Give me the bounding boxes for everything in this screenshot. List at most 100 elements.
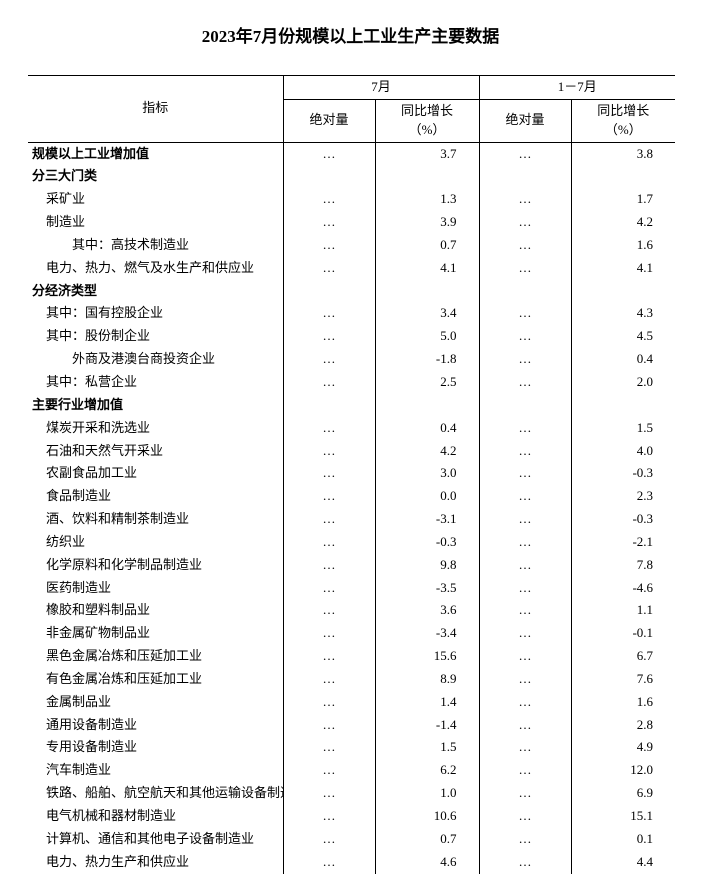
cell-jj-abs: … [479, 348, 571, 371]
row-label: 计算机、通信和其他电子设备制造业 [28, 828, 283, 851]
row-label: 橡胶和塑料制品业 [28, 599, 283, 622]
cell-jj-yoy: 7.8 [571, 554, 675, 577]
table-row: 医药制造业…-3.5…-4.6 [28, 577, 675, 600]
table-row: 通用设备制造业…-1.4…2.8 [28, 714, 675, 737]
cell-jul-abs: … [283, 554, 375, 577]
table-row: 其中：高技术制造业…0.7…1.6 [28, 234, 675, 257]
hdr-jul-yoy: 同比增长（%） [375, 99, 479, 142]
cell-jj-abs: … [479, 234, 571, 257]
cell-jj-yoy: 4.1 [571, 257, 675, 280]
row-label: 黑色金属冶炼和压延加工业 [28, 645, 283, 668]
cell-jul-yoy [375, 394, 479, 417]
table-row: 黑色金属冶炼和压延加工业…15.6…6.7 [28, 645, 675, 668]
cell-jul-yoy: 1.4 [375, 691, 479, 714]
cell-jul-abs: … [283, 736, 375, 759]
cell-jj-yoy [571, 280, 675, 303]
table-row: 铁路、船舶、航空航天和其他运输设备制造业…1.0…6.9 [28, 782, 675, 805]
table-row: 橡胶和塑料制品业…3.6…1.1 [28, 599, 675, 622]
cell-jul-yoy: 10.6 [375, 805, 479, 828]
cell-jj-yoy: 0.1 [571, 828, 675, 851]
table-row: 酒、饮料和精制茶制造业…-3.1…-0.3 [28, 508, 675, 531]
cell-jj-yoy: 4.2 [571, 211, 675, 234]
row-label: 纺织业 [28, 531, 283, 554]
hdr-indicator: 指标 [28, 76, 283, 143]
cell-jul-abs: … [283, 348, 375, 371]
row-label: 采矿业 [28, 188, 283, 211]
cell-jj-yoy: -2.1 [571, 531, 675, 554]
cell-jj-abs: … [479, 668, 571, 691]
cell-jj-abs: … [479, 691, 571, 714]
table-row: 其中：股份制企业…5.0…4.5 [28, 325, 675, 348]
cell-jj-yoy: 2.8 [571, 714, 675, 737]
table-row: 规模以上工业增加值…3.7…3.8 [28, 142, 675, 165]
row-label: 汽车制造业 [28, 759, 283, 782]
row-label: 金属制品业 [28, 691, 283, 714]
cell-jul-yoy: 8.9 [375, 668, 479, 691]
row-label: 酒、饮料和精制茶制造业 [28, 508, 283, 531]
cell-jul-abs: … [283, 622, 375, 645]
cell-jul-yoy: 0.7 [375, 828, 479, 851]
cell-jj-yoy: 1.6 [571, 234, 675, 257]
cell-jj-abs: … [479, 782, 571, 805]
cell-jj-yoy: 4.9 [571, 736, 675, 759]
cell-jul-yoy: 3.6 [375, 599, 479, 622]
cell-jj-abs: … [479, 371, 571, 394]
row-label: 有色金属冶炼和压延加工业 [28, 668, 283, 691]
cell-jul-yoy: 6.2 [375, 759, 479, 782]
cell-jj-yoy: 4.5 [571, 325, 675, 348]
cell-jul-abs: … [283, 257, 375, 280]
cell-jul-abs [283, 394, 375, 417]
hdr-jj-yoy: 同比增长（%） [571, 99, 675, 142]
table-row: 有色金属冶炼和压延加工业…8.9…7.6 [28, 668, 675, 691]
cell-jj-abs: … [479, 736, 571, 759]
cell-jj-yoy: -4.6 [571, 577, 675, 600]
row-label: 石油和天然气开采业 [28, 440, 283, 463]
row-label: 电力、热力、燃气及水生产和供应业 [28, 257, 283, 280]
table-row: 汽车制造业…6.2…12.0 [28, 759, 675, 782]
cell-jul-abs: … [283, 485, 375, 508]
cell-jul-abs: … [283, 851, 375, 874]
cell-jul-yoy: 1.3 [375, 188, 479, 211]
cell-jul-abs: … [283, 462, 375, 485]
cell-jj-yoy: -0.3 [571, 462, 675, 485]
cell-jul-yoy [375, 165, 479, 188]
cell-jul-yoy: 4.6 [375, 851, 479, 874]
cell-jj-yoy: 4.0 [571, 440, 675, 463]
cell-jj-abs: … [479, 714, 571, 737]
cell-jul-yoy: 0.7 [375, 234, 479, 257]
cell-jul-abs: … [283, 440, 375, 463]
row-label: 其中：私营企业 [28, 371, 283, 394]
cell-jul-yoy: 15.6 [375, 645, 479, 668]
cell-jj-yoy: -0.3 [571, 508, 675, 531]
table-row: 化学原料和化学制品制造业…9.8…7.8 [28, 554, 675, 577]
table-row: 制造业…3.9…4.2 [28, 211, 675, 234]
row-label: 其中：高技术制造业 [28, 234, 283, 257]
cell-jul-abs: … [283, 508, 375, 531]
cell-jul-yoy: 1.0 [375, 782, 479, 805]
table-row: 分三大门类 [28, 165, 675, 188]
cell-jul-abs: … [283, 142, 375, 165]
cell-jul-abs: … [283, 691, 375, 714]
cell-jul-yoy: 3.9 [375, 211, 479, 234]
table-row: 其中：私营企业…2.5…2.0 [28, 371, 675, 394]
cell-jul-abs: … [283, 714, 375, 737]
cell-jul-yoy: -0.3 [375, 531, 479, 554]
table-row: 农副食品加工业…3.0…-0.3 [28, 462, 675, 485]
cell-jul-yoy: 0.0 [375, 485, 479, 508]
cell-jj-abs: … [479, 462, 571, 485]
table-header: 指标 7月 1－7月 绝对量 同比增长（%） 绝对量 同比增长（%） [28, 76, 675, 143]
table-row: 其中：国有控股企业…3.4…4.3 [28, 302, 675, 325]
row-label: 分三大门类 [28, 165, 283, 188]
cell-jj-abs: … [479, 554, 571, 577]
table-row: 电力、热力、燃气及水生产和供应业…4.1…4.1 [28, 257, 675, 280]
table-row: 金属制品业…1.4…1.6 [28, 691, 675, 714]
cell-jj-abs: … [479, 142, 571, 165]
page-title: 2023年7月份规模以上工业生产主要数据 [28, 22, 673, 47]
hdr-jul-abs: 绝对量 [283, 99, 375, 142]
row-label: 主要行业增加值 [28, 394, 283, 417]
cell-jj-abs: … [479, 211, 571, 234]
row-label: 医药制造业 [28, 577, 283, 600]
cell-jj-yoy: 15.1 [571, 805, 675, 828]
cell-jul-abs: … [283, 417, 375, 440]
cell-jul-yoy: 2.5 [375, 371, 479, 394]
